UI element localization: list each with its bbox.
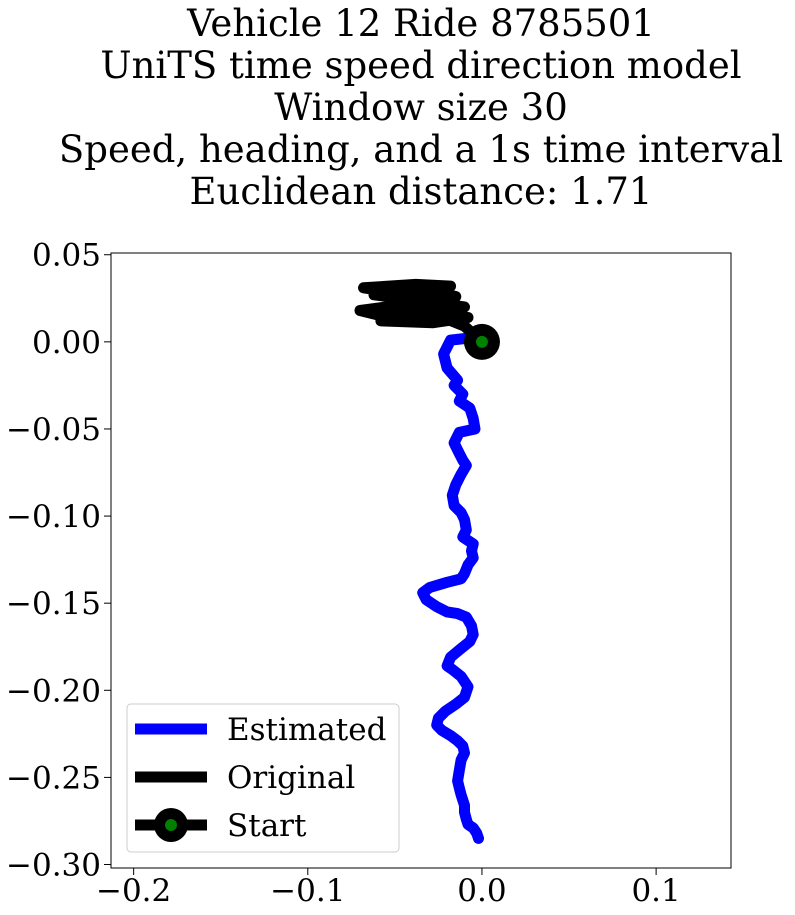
legend-start-marker xyxy=(165,819,177,831)
x-tick-label: −0.1 xyxy=(270,873,345,909)
y-tick-label: −0.05 xyxy=(6,412,101,448)
title-line: Window size 30 xyxy=(274,86,568,129)
x-tick-label: 0.1 xyxy=(631,873,680,909)
x-tick-label: −0.2 xyxy=(96,873,171,909)
legend-label-estimated: Estimated xyxy=(227,712,386,748)
title-line: Euclidean distance: 1.71 xyxy=(190,170,653,213)
y-tick-label: −0.20 xyxy=(6,673,101,709)
y-tick-label: 0.00 xyxy=(32,325,101,361)
plot-frame xyxy=(110,252,732,869)
y-tick-label: 0.05 xyxy=(32,238,101,274)
legend: Estimated Original Start xyxy=(126,703,400,853)
x-tick-label: 0.0 xyxy=(457,873,506,909)
series-line-original xyxy=(354,278,488,348)
x-axis-ticks: −0.2 −0.1 0.0 0.1 xyxy=(96,868,681,909)
y-tick-label: −0.30 xyxy=(6,848,101,884)
legend-box xyxy=(126,703,400,853)
title-line: UniTS time speed direction model xyxy=(100,44,741,87)
y-tick-label: −0.10 xyxy=(6,499,101,535)
legend-label-start: Start xyxy=(227,808,307,844)
series-group xyxy=(354,278,500,844)
series-line-estimated xyxy=(417,331,488,844)
start-marker xyxy=(475,335,488,348)
y-axis-ticks: 0.05 0.00 −0.05 −0.10 −0.15 −0.20 −0.25 −0.30 xyxy=(6,238,111,884)
y-tick-label: −0.25 xyxy=(6,760,101,796)
legend-label-original: Original xyxy=(227,760,355,796)
title-line: Vehicle 12 Ride 8785501 xyxy=(186,2,655,45)
y-tick-label: −0.15 xyxy=(6,586,101,622)
title-line: Speed, heading, and a 1s time interval xyxy=(59,128,783,171)
